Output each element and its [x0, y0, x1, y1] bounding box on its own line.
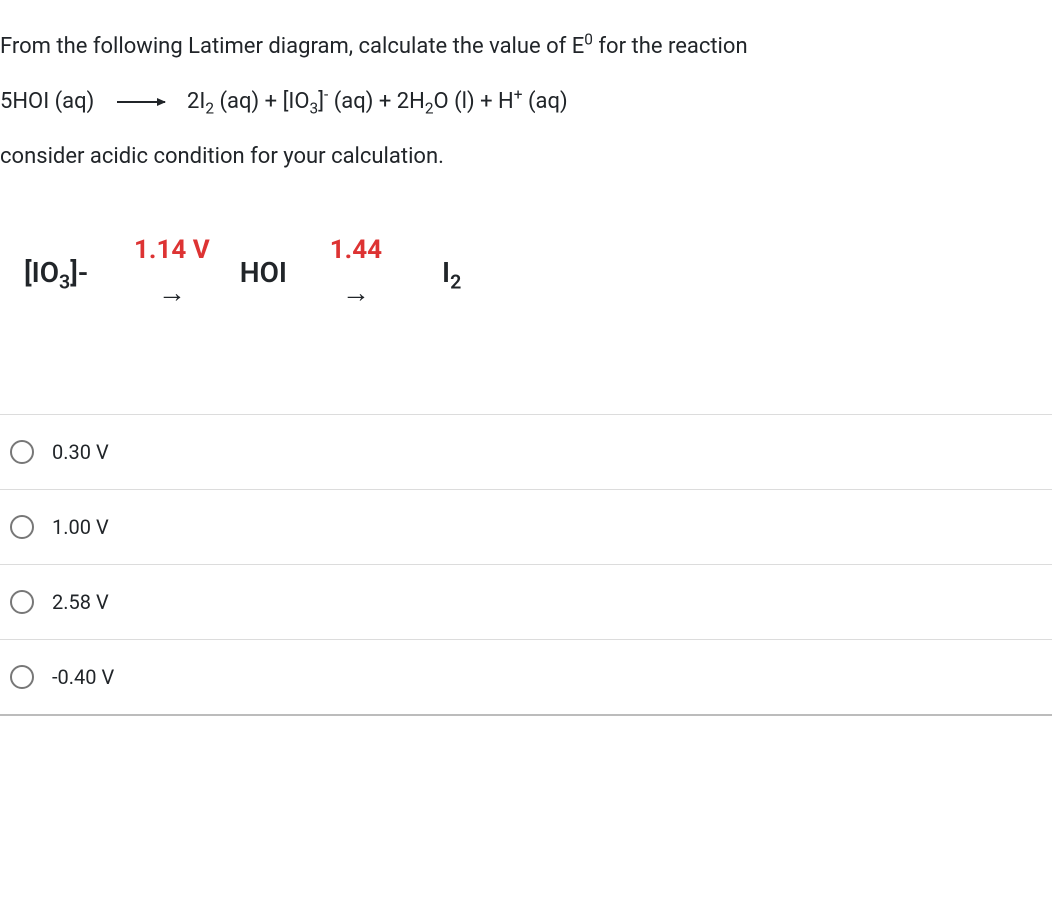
arrow-right-icon: → — [158, 272, 186, 314]
latimer-step-1: 1.14 V → — [134, 231, 210, 314]
latimer-row: [IO3]- 1.14 V → HOI 1.44 → I2 — [24, 231, 1052, 314]
option-label: 1.00 V — [52, 512, 109, 542]
latimer-voltage-2: 1.44 — [330, 231, 382, 270]
arrow-right-icon: → — [342, 272, 370, 314]
latimer-species-2: HOI — [240, 252, 300, 294]
latimer-species-3: I2 — [442, 252, 522, 294]
answer-options: 0.30 V 1.00 V 2.58 V -0.40 V — [0, 414, 1052, 716]
option-label: 0.30 V — [52, 437, 109, 467]
radio-icon[interactable] — [10, 440, 34, 464]
latimer-voltage-1: 1.14 V — [134, 231, 210, 270]
reaction-arrow-icon — [117, 101, 165, 103]
reaction-rhs: 2I2 (aq) + [IO3]- (aq) + 2H2O (l) + H+ (… — [187, 89, 568, 114]
question-area: From the following Latimer diagram, calc… — [0, 0, 1052, 314]
option-row[interactable]: 0.30 V — [0, 415, 1052, 490]
reaction-equation: 5HOI (aq) 2I2 (aq) + [IO3]- (aq) + 2H2O … — [0, 85, 1052, 118]
condition-text: consider acidic condition for your calcu… — [0, 140, 1052, 173]
radio-icon[interactable] — [10, 590, 34, 614]
latimer-step-2: 1.44 → — [330, 231, 382, 314]
option-label: -0.40 V — [52, 662, 114, 692]
reaction-lhs: 5HOI (aq) — [0, 89, 94, 114]
radio-icon[interactable] — [10, 515, 34, 539]
latimer-species-1: [IO3]- — [24, 252, 104, 294]
option-label: 2.58 V — [52, 587, 109, 617]
question-intro: From the following Latimer diagram, calc… — [0, 30, 1052, 63]
option-row[interactable]: 1.00 V — [0, 490, 1052, 565]
latimer-diagram: [IO3]- 1.14 V → HOI 1.44 → I2 — [24, 231, 1052, 314]
option-row[interactable]: -0.40 V — [0, 640, 1052, 716]
option-row[interactable]: 2.58 V — [0, 565, 1052, 640]
radio-icon[interactable] — [10, 665, 34, 689]
